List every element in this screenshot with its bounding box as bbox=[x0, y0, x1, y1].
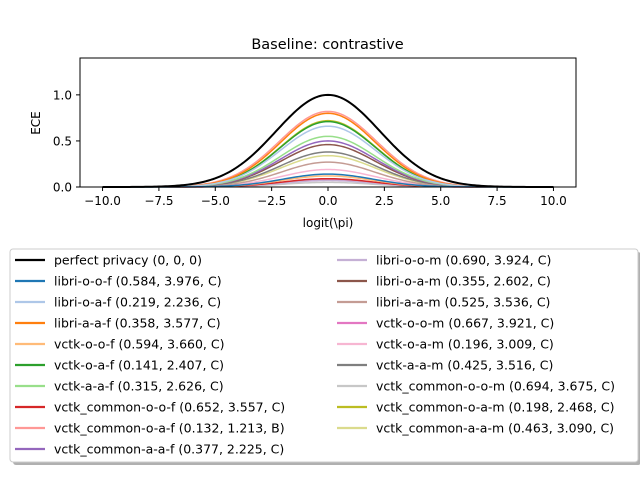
legend-label: vctk_common-o-a-f (0.132, 1.213, B) bbox=[54, 421, 285, 436]
x-axis-ticks: −10.0 −7.5 −5.0 −2.5 0.0 2.5 5.0 7.5 10.0 bbox=[84, 187, 567, 208]
legend-label: vctk_common-o-a-m (0.198, 2.468, C) bbox=[376, 400, 615, 415]
plot-frame bbox=[79, 57, 577, 188]
legend: perfect privacy (0, 0, 0) libri-o-o-f (0.… bbox=[9, 248, 640, 465]
legend-entries: perfect privacy (0, 0, 0) libri-o-o-f (0.… bbox=[15, 253, 615, 457]
x-tick-label: −7.5 bbox=[144, 194, 173, 208]
chart-title: Baseline: contrastive bbox=[251, 37, 403, 53]
legend-label: libri-a-a-m (0.525, 3.536, C) bbox=[376, 295, 550, 310]
legend-label: vctk-o-a-f (0.141, 2.407, C) bbox=[54, 358, 224, 373]
legend-item: libri-o-a-m (0.355, 2.602, C) bbox=[337, 274, 551, 289]
legend-label: vctk-a-a-m (0.425, 3.516, C) bbox=[376, 358, 553, 373]
legend-item: libri-o-o-f (0.584, 3.976, C) bbox=[15, 274, 222, 289]
legend-item: perfect privacy (0, 0, 0) bbox=[15, 253, 202, 268]
legend-label: libri-o-a-m (0.355, 2.602, C) bbox=[376, 274, 551, 289]
y-tick-label: 0.5 bbox=[53, 134, 72, 148]
legend-label: libri-o-o-f (0.584, 3.976, C) bbox=[54, 274, 222, 289]
legend-item: vctk_common-o-a-m (0.198, 2.468, C) bbox=[337, 400, 615, 415]
legend-label: vctk_common-o-o-m (0.694, 3.675, C) bbox=[376, 379, 615, 394]
legend-label: vctk-o-o-f (0.594, 3.660, C) bbox=[54, 337, 224, 352]
x-tick-label: −2.5 bbox=[257, 194, 286, 208]
x-tick-label: −5.0 bbox=[201, 194, 230, 208]
legend-item: vctk_common-a-a-f (0.377, 2.225, C) bbox=[15, 442, 284, 457]
legend-item: vctk-o-o-m (0.667, 3.921, C) bbox=[337, 316, 554, 331]
series-line bbox=[102, 93, 554, 188]
legend-label: vctk-o-o-m (0.667, 3.921, C) bbox=[376, 316, 554, 331]
legend-item: libri-a-a-m (0.525, 3.536, C) bbox=[337, 295, 550, 310]
x-tick-label: −10.0 bbox=[84, 194, 121, 208]
x-tick-label: 2.5 bbox=[375, 194, 394, 208]
legend-label: libri-o-o-m (0.690, 3.924, C) bbox=[376, 253, 551, 268]
legend-label: vctk_common-a-a-m (0.463, 3.090, C) bbox=[376, 421, 614, 436]
legend-label: vctk_common-o-o-f (0.652, 3.557, C) bbox=[54, 400, 285, 415]
legend-item: vctk_common-a-a-m (0.463, 3.090, C) bbox=[337, 421, 614, 436]
y-tick-label: 0.0 bbox=[53, 181, 72, 195]
legend-item: libri-o-o-m (0.690, 3.924, C) bbox=[337, 253, 551, 268]
y-tick-label: 1.0 bbox=[53, 88, 72, 102]
legend-item: vctk_common-o-o-f (0.652, 3.557, C) bbox=[15, 400, 285, 415]
x-tick-label: 0.0 bbox=[318, 194, 337, 208]
legend-label: libri-o-a-f (0.219, 2.236, C) bbox=[54, 295, 221, 310]
series-line bbox=[102, 119, 554, 188]
series-line bbox=[102, 120, 554, 188]
x-axis-label: logit(\pi) bbox=[303, 216, 354, 230]
legend-item: vctk-a-a-m (0.425, 3.516, C) bbox=[337, 358, 553, 373]
series-line bbox=[102, 125, 554, 188]
legend-item: libri-o-a-f (0.219, 2.236, C) bbox=[15, 295, 221, 310]
legend-label: perfect privacy (0, 0, 0) bbox=[54, 253, 202, 268]
y-axis-label: ECE bbox=[29, 111, 43, 135]
legend-item: vctk_common-o-a-f (0.132, 1.213, B) bbox=[15, 421, 285, 436]
legend-label: vctk-o-a-m (0.196, 3.009, C) bbox=[376, 337, 554, 352]
plot-lines bbox=[102, 93, 554, 188]
legend-box bbox=[9, 248, 639, 463]
x-tick-label: 7.5 bbox=[488, 194, 507, 208]
legend-item: libri-a-a-f (0.358, 3.577, C) bbox=[15, 316, 221, 331]
legend-item: vctk-a-a-f (0.315, 2.626, C) bbox=[15, 379, 224, 394]
legend-label: vctk_common-a-a-f (0.377, 2.225, C) bbox=[54, 442, 284, 457]
legend-item: vctk-o-o-f (0.594, 3.660, C) bbox=[15, 337, 224, 352]
x-tick-label: 10.0 bbox=[540, 194, 567, 208]
legend-item: vctk-o-a-f (0.141, 2.407, C) bbox=[15, 358, 224, 373]
legend-label: vctk-a-a-f (0.315, 2.626, C) bbox=[54, 379, 224, 394]
x-tick-label: 5.0 bbox=[431, 194, 450, 208]
legend-label: libri-a-a-f (0.358, 3.577, C) bbox=[54, 316, 221, 331]
legend-item: vctk_common-o-o-m (0.694, 3.675, C) bbox=[337, 379, 615, 394]
legend-item: vctk-o-a-m (0.196, 3.009, C) bbox=[337, 337, 554, 352]
y-axis-ticks: 0.0 0.5 1.0 bbox=[53, 88, 80, 195]
